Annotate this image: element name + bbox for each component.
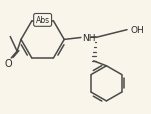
Text: O: O xyxy=(4,58,12,68)
Text: Abs: Abs xyxy=(35,16,50,25)
Text: NH: NH xyxy=(82,34,95,43)
Text: OH: OH xyxy=(131,26,145,35)
